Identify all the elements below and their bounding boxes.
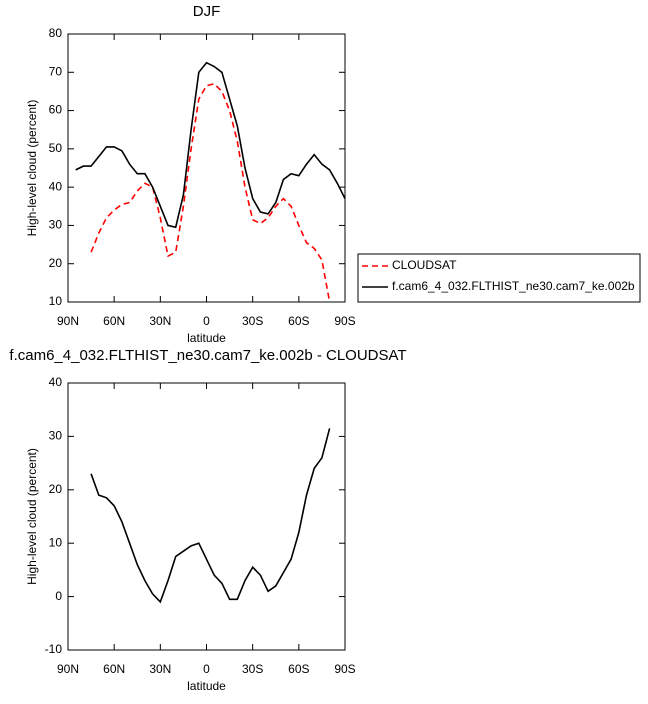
y-tick-label: 10 — [49, 294, 63, 308]
x-tick-label: 30S — [242, 314, 263, 328]
x-axis-label: latitude — [187, 679, 226, 693]
x-tick-label: 0 — [203, 314, 210, 328]
plot-frame — [67, 382, 346, 651]
legend-label: CLOUDSAT — [392, 258, 457, 272]
x-tick-label: 0 — [203, 662, 210, 676]
y-axis-label: High-level cloud (percent) — [25, 100, 39, 237]
x-tick-label: 60S — [288, 662, 309, 676]
y-tick-label: 20 — [49, 256, 63, 270]
x-tick-label: 30N — [149, 662, 171, 676]
y-tick-label: 30 — [49, 218, 63, 232]
x-tick-label: 30S — [242, 662, 263, 676]
data-line — [75, 61, 346, 229]
y-tick-label: -10 — [45, 642, 63, 656]
x-tick-label: 60S — [288, 314, 309, 328]
y-tick-label: 80 — [49, 26, 63, 40]
x-tick-label: 90S — [334, 662, 355, 676]
y-tick-label: 10 — [49, 535, 63, 549]
x-tick-label: 60N — [103, 662, 125, 676]
x-tick-label: 90S — [334, 314, 355, 328]
chart-title: f.cam6_4_032.FLTHIST_ne30.cam7_ke.002b -… — [9, 347, 406, 364]
y-axis-label: High-level cloud (percent) — [25, 448, 39, 585]
y-tick-label: 40 — [49, 179, 63, 193]
y-tick-label: 0 — [55, 589, 62, 603]
y-tick-label: 60 — [49, 103, 63, 117]
y-tick-label: 70 — [49, 64, 63, 78]
x-tick-label: 60N — [103, 314, 125, 328]
legend-label: f.cam6_4_032.FLTHIST_ne30.cam7_ke.002b — [392, 279, 635, 293]
chart-title: DJF — [193, 3, 221, 20]
data-line — [90, 428, 331, 604]
x-tick-label: 30N — [149, 314, 171, 328]
x-tick-label: 90N — [57, 662, 79, 676]
y-tick-label: 50 — [49, 141, 63, 155]
x-tick-label: 90N — [57, 314, 79, 328]
legend-box — [357, 253, 641, 303]
y-tick-label: 40 — [49, 375, 63, 389]
y-tick-label: 30 — [49, 429, 63, 443]
x-axis-label: latitude — [187, 331, 226, 345]
y-tick-label: 20 — [49, 482, 63, 496]
data-line — [90, 82, 331, 303]
